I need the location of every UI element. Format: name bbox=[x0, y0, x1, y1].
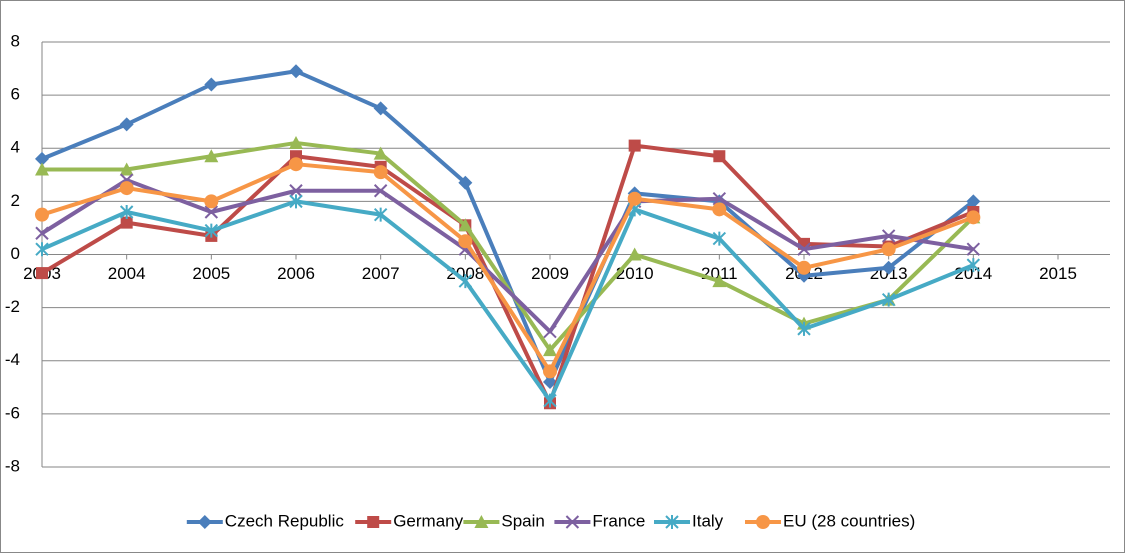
legend-label: France bbox=[592, 511, 645, 530]
y-tick-label: -8 bbox=[5, 456, 20, 475]
legend-label: Czech Republic bbox=[225, 511, 345, 530]
marker bbox=[204, 77, 219, 92]
y-tick-label: 6 bbox=[11, 85, 20, 104]
marker bbox=[373, 146, 388, 160]
marker bbox=[966, 242, 981, 256]
marker bbox=[712, 202, 727, 217]
marker bbox=[543, 324, 557, 339]
marker bbox=[204, 194, 219, 209]
marker bbox=[881, 260, 896, 275]
marker bbox=[966, 194, 981, 209]
marker bbox=[543, 393, 557, 408]
legend-marker bbox=[565, 515, 580, 529]
legend-marker bbox=[756, 515, 770, 529]
marker bbox=[881, 242, 896, 257]
series-line bbox=[40, 143, 975, 406]
marker bbox=[797, 260, 811, 275]
marker bbox=[204, 149, 219, 163]
marker bbox=[543, 343, 557, 357]
marker bbox=[881, 229, 896, 243]
marker bbox=[289, 194, 303, 209]
x-tick-label: 2007 bbox=[362, 264, 400, 283]
marker bbox=[627, 247, 642, 261]
legend-item: Germany bbox=[355, 511, 464, 530]
marker bbox=[373, 165, 388, 180]
marker bbox=[628, 139, 641, 152]
marker bbox=[119, 162, 134, 176]
x-tick-label: 2015 bbox=[1039, 264, 1077, 283]
series-line bbox=[41, 69, 975, 384]
marker bbox=[35, 242, 49, 257]
marker bbox=[713, 150, 726, 163]
series-line bbox=[41, 199, 975, 403]
marker bbox=[289, 135, 303, 149]
x-tick-label: 2006 bbox=[277, 264, 315, 283]
marker bbox=[712, 231, 727, 246]
marker bbox=[289, 184, 303, 198]
marker bbox=[627, 191, 642, 206]
legend-item: France bbox=[554, 511, 645, 530]
marker bbox=[881, 292, 896, 307]
x-tick-label: 2004 bbox=[108, 264, 146, 283]
legend-label: Spain bbox=[501, 511, 544, 530]
marker bbox=[35, 226, 49, 240]
legend-marker bbox=[665, 515, 679, 529]
x-tick-label: 2008 bbox=[446, 264, 484, 283]
legend-label: Italy bbox=[692, 511, 724, 530]
marker bbox=[373, 184, 388, 198]
marker bbox=[120, 216, 133, 229]
marker bbox=[543, 364, 557, 379]
marker bbox=[35, 151, 49, 166]
legend-marker bbox=[197, 515, 212, 529]
marker bbox=[289, 64, 303, 79]
marker bbox=[119, 205, 134, 219]
x-tick-label: 2010 bbox=[616, 264, 654, 283]
marker bbox=[458, 234, 473, 249]
marker bbox=[36, 267, 48, 280]
y-tick-label: 2 bbox=[11, 191, 20, 210]
marker bbox=[543, 375, 557, 389]
legend-item: Italy bbox=[654, 511, 724, 530]
marker bbox=[797, 321, 811, 336]
marker bbox=[458, 274, 473, 289]
y-tick-label: 0 bbox=[11, 244, 20, 263]
series-line bbox=[41, 162, 975, 374]
marker bbox=[373, 101, 388, 116]
y-tick-label: 8 bbox=[11, 31, 20, 50]
series-line bbox=[40, 178, 974, 334]
marker bbox=[204, 205, 219, 219]
marker bbox=[289, 157, 303, 172]
marker bbox=[458, 175, 473, 190]
legend-label: Germany bbox=[393, 511, 463, 530]
y-tick-label: 4 bbox=[11, 138, 20, 157]
marker bbox=[966, 210, 981, 225]
marker bbox=[119, 117, 134, 132]
legend-label: EU (28 countries) bbox=[783, 511, 915, 530]
x-tick-label: 2009 bbox=[531, 264, 569, 283]
legend-marker bbox=[474, 515, 489, 528]
marker bbox=[966, 258, 981, 273]
legend-item: EU (28 countries) bbox=[745, 511, 915, 530]
marker bbox=[35, 162, 49, 176]
y-tick-label: -4 bbox=[5, 350, 20, 369]
legend-marker bbox=[367, 516, 380, 528]
marker bbox=[119, 181, 134, 196]
x-tick-label: 2005 bbox=[192, 264, 230, 283]
marker bbox=[458, 218, 473, 232]
legend-item: Spain bbox=[463, 511, 545, 530]
marker bbox=[204, 223, 219, 238]
y-tick-label: -2 bbox=[5, 297, 20, 316]
marker bbox=[712, 192, 727, 206]
marker bbox=[712, 274, 727, 288]
marker bbox=[373, 207, 388, 222]
marker bbox=[797, 242, 811, 256]
y-tick-label: -6 bbox=[5, 403, 20, 422]
legend-item: Czech Republic bbox=[186, 511, 345, 530]
marker bbox=[35, 207, 49, 222]
